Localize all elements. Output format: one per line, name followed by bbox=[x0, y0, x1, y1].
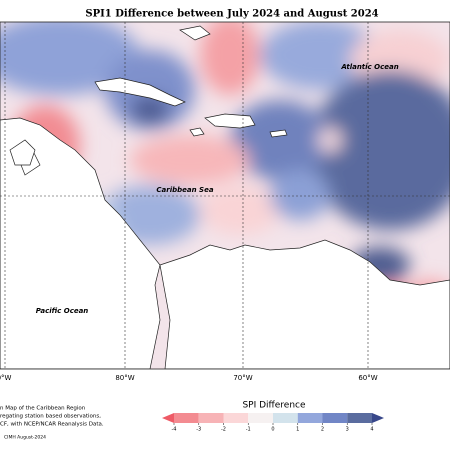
map bbox=[0, 22, 450, 369]
colorbar-segment bbox=[223, 413, 249, 423]
colorbar-tick-label: -3 bbox=[196, 427, 201, 433]
ocean-label: Pacific Ocean bbox=[36, 307, 89, 315]
ocean-label: Caribbean Sea bbox=[156, 186, 213, 194]
longitude-label: 60°W bbox=[358, 374, 377, 382]
colorbar-segment bbox=[297, 413, 323, 423]
colorbar-tick-label: 3 bbox=[346, 427, 349, 433]
colorbar-tick-label: -2 bbox=[221, 427, 226, 433]
longitude-label: 70°W bbox=[233, 374, 252, 382]
footer-line: regating station based observations, bbox=[0, 414, 101, 420]
colorbar-tick-label: 0 bbox=[271, 427, 274, 433]
colorbar-segment bbox=[322, 413, 348, 423]
colorbar-end bbox=[372, 413, 384, 423]
credit: CIMH August-2024 bbox=[4, 435, 46, 441]
colorbar-tick-label: -4 bbox=[172, 427, 177, 433]
colorbar-segment bbox=[198, 413, 224, 423]
title: SPI1 Difference between July 2024 and Au… bbox=[85, 9, 378, 20]
longitude-label: 0°W bbox=[0, 374, 12, 382]
colorbar-tick-label: 4 bbox=[370, 427, 373, 433]
colorbar-tick-label: 2 bbox=[321, 427, 324, 433]
legend-title: SPI Difference bbox=[242, 401, 306, 411]
colorbar-tick-label: 1 bbox=[296, 427, 299, 433]
colorbar-segment bbox=[347, 413, 372, 423]
colorbar-segment bbox=[273, 413, 298, 423]
colorbar-segment bbox=[248, 413, 273, 423]
colorbar-end bbox=[162, 413, 174, 423]
footer-line: n Map of the Caribbean Region bbox=[0, 406, 86, 412]
colorbar-tick-label: -1 bbox=[246, 427, 251, 433]
longitude-label: 80°W bbox=[115, 374, 134, 382]
ocean-label: Atlantic Ocean bbox=[340, 63, 398, 71]
footer-line: CF, with NCEP/NCAR Reanalysis Data. bbox=[0, 422, 104, 428]
colorbar-segment bbox=[174, 413, 199, 423]
